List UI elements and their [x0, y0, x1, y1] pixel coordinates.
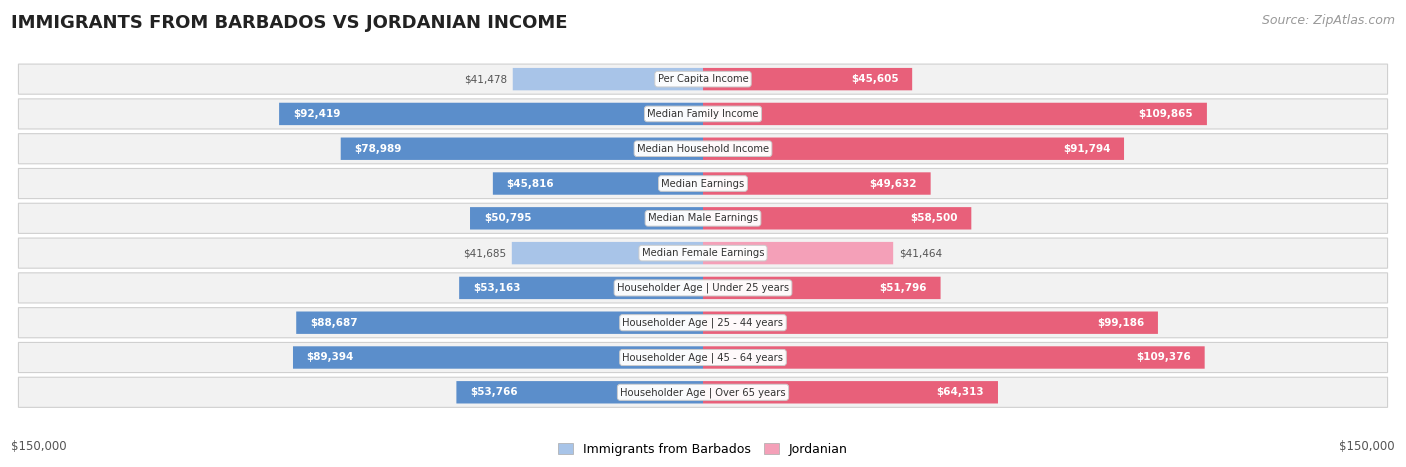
FancyBboxPatch shape: [18, 308, 1388, 338]
FancyBboxPatch shape: [703, 311, 1159, 334]
Text: $150,000: $150,000: [1339, 440, 1395, 453]
FancyBboxPatch shape: [703, 68, 912, 90]
FancyBboxPatch shape: [18, 203, 1388, 234]
FancyBboxPatch shape: [470, 207, 703, 229]
Text: $45,816: $45,816: [506, 178, 554, 189]
Text: $99,186: $99,186: [1097, 318, 1144, 328]
FancyBboxPatch shape: [703, 347, 1205, 369]
FancyBboxPatch shape: [703, 207, 972, 229]
FancyBboxPatch shape: [703, 381, 998, 403]
Text: $78,989: $78,989: [354, 144, 402, 154]
FancyBboxPatch shape: [18, 342, 1388, 373]
FancyBboxPatch shape: [18, 169, 1388, 198]
Text: Householder Age | 45 - 64 years: Householder Age | 45 - 64 years: [623, 352, 783, 363]
FancyBboxPatch shape: [457, 381, 703, 403]
Text: $45,605: $45,605: [851, 74, 898, 84]
Text: Median Family Income: Median Family Income: [647, 109, 759, 119]
Text: $41,464: $41,464: [898, 248, 942, 258]
Text: Median Earnings: Median Earnings: [661, 178, 745, 189]
Text: IMMIGRANTS FROM BARBADOS VS JORDANIAN INCOME: IMMIGRANTS FROM BARBADOS VS JORDANIAN IN…: [11, 14, 568, 32]
Text: $41,685: $41,685: [463, 248, 506, 258]
Text: Per Capita Income: Per Capita Income: [658, 74, 748, 84]
Text: Householder Age | Under 25 years: Householder Age | Under 25 years: [617, 283, 789, 293]
Text: $53,163: $53,163: [472, 283, 520, 293]
FancyBboxPatch shape: [703, 103, 1206, 125]
Legend: Immigrants from Barbados, Jordanian: Immigrants from Barbados, Jordanian: [554, 438, 852, 461]
FancyBboxPatch shape: [703, 242, 893, 264]
Text: $53,766: $53,766: [470, 387, 517, 397]
Text: Median Female Earnings: Median Female Earnings: [641, 248, 765, 258]
FancyBboxPatch shape: [18, 238, 1388, 268]
Text: $50,795: $50,795: [484, 213, 531, 223]
Text: $150,000: $150,000: [11, 440, 67, 453]
FancyBboxPatch shape: [512, 242, 703, 264]
Text: $109,376: $109,376: [1136, 353, 1191, 362]
FancyBboxPatch shape: [18, 134, 1388, 164]
Text: $58,500: $58,500: [910, 213, 957, 223]
FancyBboxPatch shape: [494, 172, 703, 195]
FancyBboxPatch shape: [292, 347, 703, 369]
Text: Source: ZipAtlas.com: Source: ZipAtlas.com: [1261, 14, 1395, 27]
Text: Householder Age | 25 - 44 years: Householder Age | 25 - 44 years: [623, 318, 783, 328]
Text: $109,865: $109,865: [1139, 109, 1194, 119]
Text: $41,478: $41,478: [464, 74, 508, 84]
Text: Householder Age | Over 65 years: Householder Age | Over 65 years: [620, 387, 786, 397]
FancyBboxPatch shape: [703, 277, 941, 299]
Text: $64,313: $64,313: [936, 387, 984, 397]
FancyBboxPatch shape: [460, 277, 703, 299]
FancyBboxPatch shape: [297, 311, 703, 334]
FancyBboxPatch shape: [18, 99, 1388, 129]
Text: $91,794: $91,794: [1063, 144, 1111, 154]
Text: $92,419: $92,419: [292, 109, 340, 119]
Text: $89,394: $89,394: [307, 353, 354, 362]
FancyBboxPatch shape: [340, 137, 703, 160]
FancyBboxPatch shape: [703, 137, 1123, 160]
FancyBboxPatch shape: [18, 377, 1388, 407]
FancyBboxPatch shape: [18, 273, 1388, 303]
Text: $49,632: $49,632: [869, 178, 917, 189]
FancyBboxPatch shape: [703, 172, 931, 195]
Text: Median Household Income: Median Household Income: [637, 144, 769, 154]
FancyBboxPatch shape: [513, 68, 703, 90]
Text: $88,687: $88,687: [309, 318, 357, 328]
Text: $51,796: $51,796: [879, 283, 927, 293]
FancyBboxPatch shape: [18, 64, 1388, 94]
Text: Median Male Earnings: Median Male Earnings: [648, 213, 758, 223]
FancyBboxPatch shape: [280, 103, 703, 125]
